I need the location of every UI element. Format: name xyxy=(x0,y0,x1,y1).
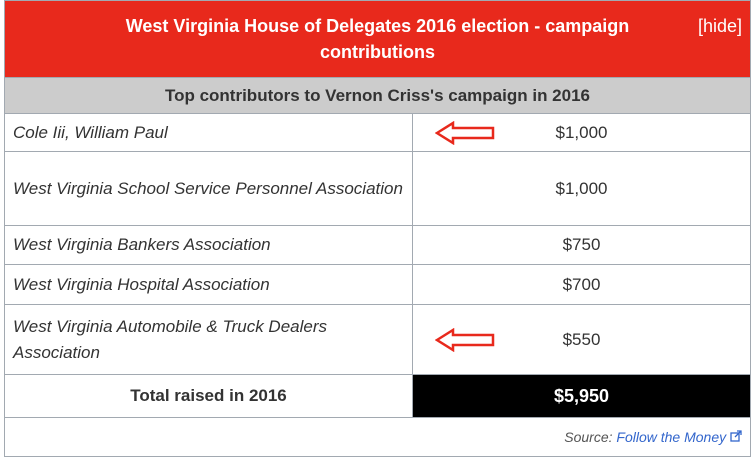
contributor-name: Cole Iii, William Paul xyxy=(4,113,413,152)
contributor-name: West Virginia Hospital Association xyxy=(4,264,413,305)
contribution-cell: $550 xyxy=(412,304,751,375)
contribution-cell: $1,000 xyxy=(412,113,751,152)
contribution-amount: $1,000 xyxy=(412,151,751,226)
contribution-amount: $700 xyxy=(412,264,751,305)
contribution-amount: $750 xyxy=(412,225,751,265)
source-link[interactable]: Follow the Money xyxy=(616,429,727,445)
total-amount: $5,950 xyxy=(412,374,751,418)
contributor-name: West Virginia School Service Personnel A… xyxy=(4,151,413,226)
header-title: West Virginia House of Delegates 2016 el… xyxy=(125,16,630,62)
source: Source: Follow the Money xyxy=(4,417,751,457)
red-arrow xyxy=(435,327,495,352)
hide-toggle[interactable]: [hide] xyxy=(697,16,742,36)
contributor-name: West Virginia Automobile & Truck Dealers… xyxy=(4,304,413,375)
header: West Virginia House of Delegates 2016 el… xyxy=(4,0,751,78)
contributor-name: West Virginia Bankers Association xyxy=(4,225,413,265)
contributions-table: West Virginia House of Delegates 2016 el… xyxy=(4,0,751,457)
contribution-amount: $1,000 xyxy=(555,122,608,142)
red-arrow xyxy=(435,120,495,145)
total-label: Total raised in 2016 xyxy=(4,374,413,418)
source-label: Source: xyxy=(564,429,613,445)
external-link-icon xyxy=(730,430,742,442)
contribution-amount: $550 xyxy=(562,329,601,349)
table-subtitle: Top contributors to Vernon Criss's campa… xyxy=(4,77,751,114)
navbox: West Virginia House of Delegates 2016 el… xyxy=(4,0,751,457)
